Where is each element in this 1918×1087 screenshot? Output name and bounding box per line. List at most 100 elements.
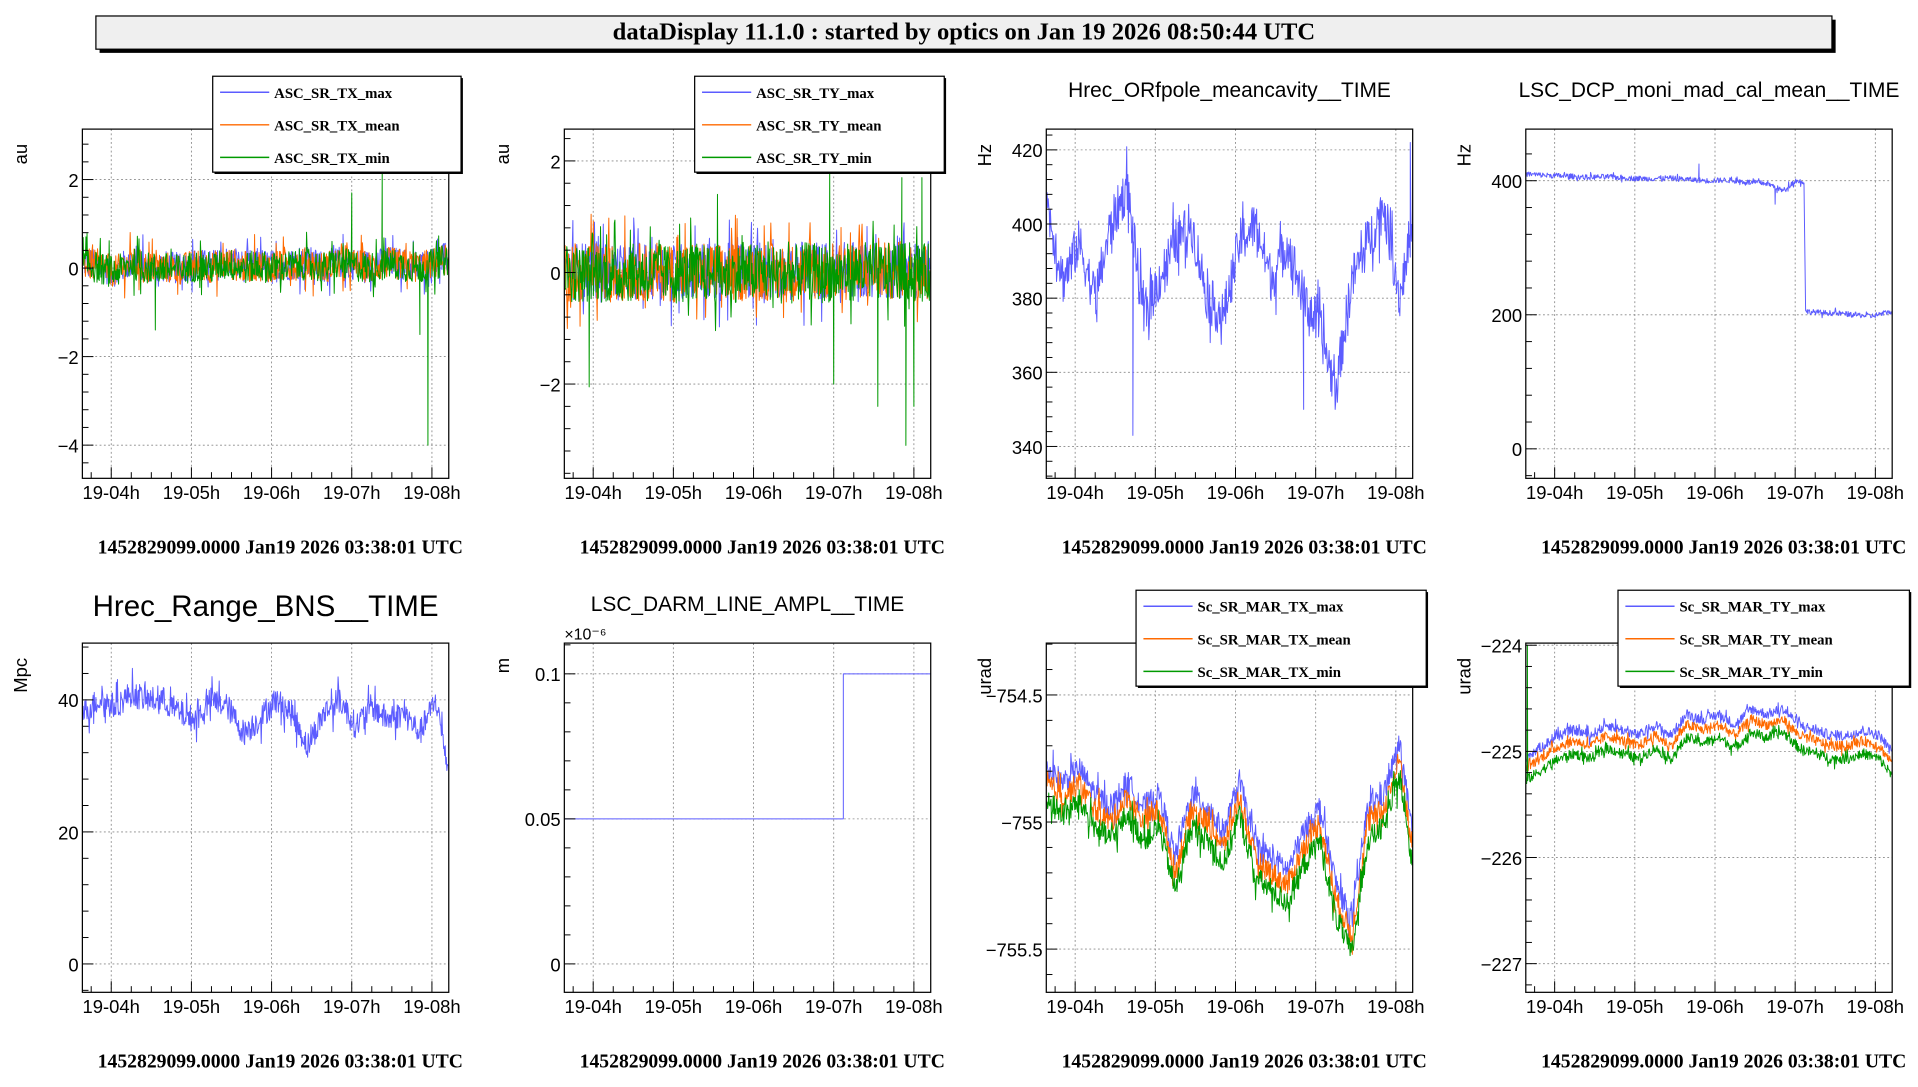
x-tick-label: 19-05h [1127, 482, 1184, 503]
chart-panel-4: LSC_DCP_moni_mad_cal_mean__TIME 19-04h 19-… [1453, 79, 1906, 558]
chart-footer-timestamp: 1452829099.0000 Jan19 2026 03:38:01 UTC [98, 1050, 463, 1072]
x-tick-label: 19-07h [805, 482, 862, 503]
y-axis-label: Mpc [10, 658, 31, 693]
x-tick-label: 19-04h [1526, 996, 1583, 1017]
y-axis-label: au [492, 144, 513, 165]
y-axis-label: Hz [1453, 144, 1474, 167]
chart-panel-1: 19-04h 19-05h 19-06h 19-07h 19-08h 2 0 −2 −4 au AS… [10, 75, 463, 558]
y-tick-label: 20 [58, 822, 79, 843]
y-axis-label: m [492, 658, 513, 673]
series-line-hrec-range-bns [82, 667, 449, 771]
chart-footer-timestamp: 1452829099.0000 Jan19 2026 03:38:01 UTC [580, 536, 945, 558]
x-tick-label: 19-06h [1207, 482, 1264, 503]
x-tick-label: 19-05h [1127, 996, 1184, 1017]
x-tick-label: 19-07h [323, 482, 380, 503]
y-tick-label: 2 [68, 170, 78, 191]
legend-entry: Sc_SR_MAR_TX_mean [1198, 632, 1351, 648]
series-line-lsc-darm-line-ampl [564, 673, 931, 820]
chart-title: LSC_DCP_moni_mad_cal_mean__TIME [1519, 79, 1900, 102]
y-tick-label: −755 [1001, 812, 1043, 833]
chart-panel-7: 19-04h 19-05h 19-06h 19-07h 19-08h −754.5 −755… [974, 589, 1429, 1072]
y-tick-label: 0.1 [535, 664, 561, 685]
x-tick-label: 19-05h [163, 482, 220, 503]
chart-footer-timestamp: 1452829099.0000 Jan19 2026 03:38:01 UTC [98, 536, 463, 558]
y-axis-label: au [10, 144, 31, 165]
chart-footer-timestamp: 1452829099.0000 Jan19 2026 03:38:01 UTC [1541, 1050, 1906, 1072]
series-line-asc-sr-ty-min [564, 166, 931, 446]
x-tick-label: 19-06h [725, 996, 782, 1017]
plot-frame [563, 642, 932, 993]
chart-panel-6: LSC_DARM_LINE_AMPL__TIME 19-04h 19-05h 19-0… [492, 593, 945, 1072]
x-tick-label: 19-08h [1367, 482, 1424, 503]
x-tick-label: 19-06h [1686, 996, 1743, 1017]
y-axis-multiplier: ×10⁻⁶ [564, 626, 606, 643]
x-tick-label: 19-07h [805, 996, 862, 1017]
series-line-sc-sr-mar-tx-min [1046, 770, 1413, 957]
plot-frame [1525, 128, 1893, 479]
series-line-lsc-dcp-moni-mad-cal-mean [1526, 163, 1892, 319]
x-tick-label: 19-08h [885, 482, 942, 503]
legend: ASC_SR_TX_max ASC_SR_TX_mean ASC_SR_TX_min [212, 75, 463, 174]
chart-title: Hrec_ORfpole_meancavity__TIME [1068, 79, 1391, 102]
x-tick-label: 19-07h [323, 996, 380, 1017]
legend-entry: ASC_SR_TX_mean [274, 118, 399, 134]
y-tick-label: −227 [1481, 954, 1523, 975]
plot-frame [563, 128, 932, 479]
x-tick-label: 19-06h [243, 482, 300, 503]
y-tick-label: 200 [1491, 305, 1522, 326]
y-tick-label: 340 [1012, 437, 1043, 458]
y-axis-label: urad [1453, 658, 1474, 695]
series-line-sc-sr-mar-tx-mean [1046, 753, 1413, 955]
series-line-sc-sr-mar-ty-min [1526, 644, 1892, 785]
chart-footer-timestamp: 1452829099.0000 Jan19 2026 03:38:01 UTC [1062, 1050, 1427, 1072]
x-tick-label: 19-05h [163, 996, 220, 1017]
legend: Sc_SR_MAR_TX_max Sc_SR_MAR_TX_mean Sc_SR_M… [1135, 589, 1429, 688]
series-line-hrec-orfpole-meancavity [1046, 141, 1413, 436]
x-tick-label: 19-05h [645, 996, 702, 1017]
x-tick-label: 19-04h [1526, 482, 1583, 503]
x-tick-label: 19-08h [885, 996, 942, 1017]
x-tick-label: 19-06h [1207, 996, 1264, 1017]
y-tick-label: −755.5 [986, 939, 1043, 960]
chart-panel-5: Hrec_Range_BNS__TIME 19-04h 19-05h 19-06h 19… [10, 590, 463, 1072]
y-tick-label: −224 [1481, 636, 1523, 657]
x-tick-label: 19-08h [1367, 996, 1424, 1017]
x-tick-label: 19-07h [1287, 482, 1344, 503]
x-tick-label: 19-07h [1287, 996, 1344, 1017]
y-tick-label: 0 [1512, 439, 1522, 460]
y-tick-label: −225 [1481, 742, 1523, 763]
chart-footer-timestamp: 1452829099.0000 Jan19 2026 03:38:01 UTC [1062, 536, 1427, 558]
chart-footer-timestamp: 1452829099.0000 Jan19 2026 03:38:01 UTC [580, 1050, 945, 1072]
x-tick-label: 19-08h [403, 996, 460, 1017]
y-tick-label: 0.05 [525, 809, 561, 830]
x-tick-label: 19-05h [645, 482, 702, 503]
chart-footer-timestamp: 1452829099.0000 Jan19 2026 03:38:01 UTC [1541, 536, 1906, 558]
y-tick-label: −2 [540, 374, 561, 395]
x-tick-label: 19-08h [1847, 996, 1904, 1017]
plot-frame [1045, 128, 1414, 479]
y-tick-label: 2 [550, 151, 560, 172]
plot-frame [81, 128, 450, 479]
chart-panel-2: 19-04h 19-05h 19-06h 19-07h 19-08h 2 0 −2 au ASC_… [492, 75, 947, 558]
y-tick-label: 420 [1012, 140, 1043, 161]
chart-panel-8: 19-04h 19-05h 19-06h 19-07h 19-08h −224 −225 −2… [1453, 589, 1912, 1072]
x-tick-label: 19-08h [1847, 482, 1904, 503]
x-tick-label: 19-06h [725, 482, 782, 503]
plot-frame [81, 642, 450, 993]
series-line-sc-sr-mar-ty-mean [1526, 714, 1892, 772]
y-tick-label: −226 [1481, 848, 1523, 869]
x-tick-label: 19-04h [1046, 482, 1103, 503]
legend-entry: Sc_SR_MAR_TY_min [1679, 665, 1822, 681]
x-tick-label: 19-06h [1686, 482, 1743, 503]
y-tick-label: 400 [1491, 171, 1522, 192]
title-banner-box [95, 15, 1833, 50]
x-tick-label: 19-07h [1766, 482, 1823, 503]
y-tick-label: −754.5 [986, 685, 1043, 706]
legend-entry: Sc_SR_MAR_TY_max [1679, 600, 1825, 616]
series-line-asc-sr-tx-min [82, 170, 449, 446]
legend-entry: ASC_SR_TY_max [756, 86, 875, 102]
y-tick-label: 0 [550, 954, 560, 975]
legend-entry: ASC_SR_TY_mean [756, 118, 881, 134]
x-tick-label: 19-05h [1606, 482, 1663, 503]
